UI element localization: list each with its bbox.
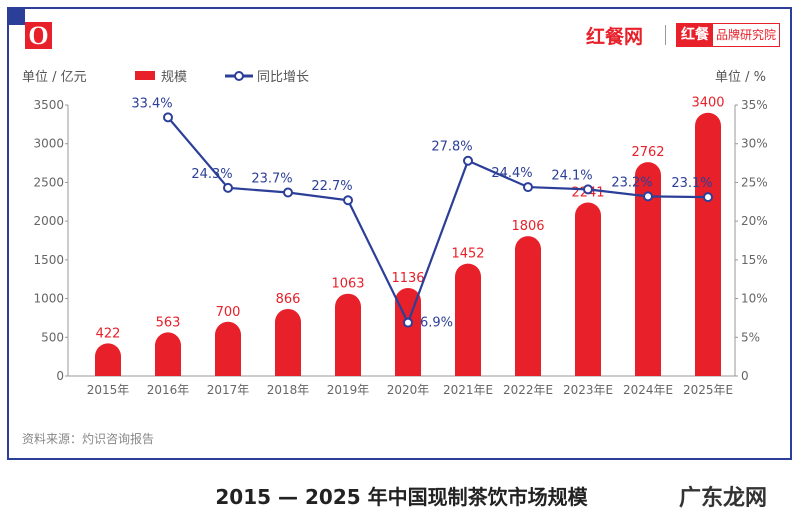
growth-label: 33.4%	[131, 96, 172, 111]
bar	[95, 343, 121, 376]
right-tick-label: 25%	[741, 175, 768, 189]
left-tick-label: 2000	[33, 214, 64, 228]
growth-point	[343, 195, 353, 206]
bar-label: 1063	[331, 277, 364, 292]
bar-label: 1452	[451, 247, 484, 262]
left-tick-label: 3000	[33, 137, 64, 151]
bar-label: 2762	[631, 145, 664, 160]
bar	[515, 236, 541, 376]
growth-point	[643, 191, 653, 202]
legend-bar-swatch	[135, 71, 155, 80]
growth-label: 24.1%	[551, 168, 592, 183]
legend-line-label: 同比增长	[257, 70, 310, 85]
bar-label: 563	[156, 315, 181, 330]
x-tick-label: 2020年	[387, 383, 430, 397]
growth-point	[523, 182, 533, 193]
bar	[215, 321, 241, 376]
chart-frame	[7, 7, 792, 460]
bar	[695, 112, 721, 377]
legend-bar: 规模	[135, 66, 187, 85]
left-tick-label: 1000	[33, 292, 64, 306]
bar	[155, 332, 181, 376]
left-tick-label: 3500	[33, 98, 64, 112]
right-tick-label: 0	[741, 369, 749, 383]
x-tick-label: 2019年	[327, 383, 370, 397]
growth-point	[583, 184, 593, 195]
chart-title: 2015 — 2025 年中国现制茶饮市场规模	[215, 485, 588, 509]
logo-icon: O	[25, 22, 52, 49]
growth-point	[403, 317, 413, 328]
bar	[575, 202, 601, 376]
growth-point	[703, 192, 713, 203]
x-tick-label: 2015年	[87, 383, 130, 397]
growth-line	[167, 116, 709, 326]
bar	[395, 288, 421, 376]
legend-line-swatch	[225, 70, 253, 81]
right-unit: 单位 / %	[715, 70, 766, 85]
bar	[635, 162, 661, 376]
x-tick-label: 2018年	[267, 383, 310, 397]
left-tick-label: 1500	[33, 253, 64, 267]
growth-label: 23.7%	[251, 171, 292, 186]
bar-label: 422	[96, 326, 121, 341]
bar	[335, 293, 361, 376]
growth-point	[163, 112, 173, 123]
bar	[455, 263, 481, 376]
brand-badge: 红餐 品牌研究院	[676, 23, 781, 47]
growth-point	[463, 155, 473, 166]
right-tick-label: 10%	[741, 292, 768, 306]
bar-label: 700	[216, 305, 241, 320]
bar-label: 1806	[511, 219, 544, 234]
growth-label: 6.9%	[420, 316, 453, 331]
brand-name: 红餐网	[586, 26, 644, 48]
bar-label: 1136	[391, 271, 424, 286]
x-tick-label: 2021年E	[443, 383, 493, 397]
left-tick-label: 500	[41, 330, 64, 344]
growth-label: 23.1%	[671, 176, 712, 191]
growth-point	[223, 182, 233, 193]
watermark: 广东龙网	[678, 486, 767, 511]
x-tick-label: 2022年E	[503, 383, 553, 397]
right-tick-label: 15%	[741, 253, 768, 267]
growth-point	[283, 187, 293, 198]
bar	[275, 308, 301, 376]
x-tick-label: 2017年	[207, 383, 250, 397]
corner-decoration	[7, 7, 25, 25]
bar-label: 866	[276, 292, 301, 307]
growth-label: 27.8%	[431, 140, 472, 155]
x-tick-label: 2016年	[147, 383, 190, 397]
left-unit: 单位 / 亿元	[22, 70, 87, 85]
right-tick-label: 5%	[741, 330, 760, 344]
right-tick-label: 20%	[741, 214, 768, 228]
right-tick-label: 35%	[741, 98, 768, 112]
x-tick-label: 2025年E	[683, 383, 733, 397]
growth-label: 22.7%	[311, 179, 352, 194]
source-note: 资料来源：灼识咨询报告	[22, 432, 155, 446]
left-tick-label: 0	[56, 369, 64, 383]
right-tick-label: 30%	[741, 137, 768, 151]
legend-bar-label: 规模	[161, 70, 188, 85]
badge-name: 品牌研究院	[716, 28, 777, 42]
x-tick-label: 2023年E	[563, 383, 613, 397]
legend-line: 同比增长	[225, 66, 309, 85]
growth-label: 23.2%	[611, 175, 652, 190]
growth-label: 24.3%	[191, 167, 232, 182]
bar-label: 3400	[691, 96, 724, 111]
brand-divider	[665, 25, 666, 45]
x-tick-label: 2024年E	[623, 383, 673, 397]
badge-mark: 红餐	[677, 24, 713, 46]
left-tick-label: 2500	[33, 175, 64, 189]
growth-label: 24.4%	[491, 166, 532, 181]
